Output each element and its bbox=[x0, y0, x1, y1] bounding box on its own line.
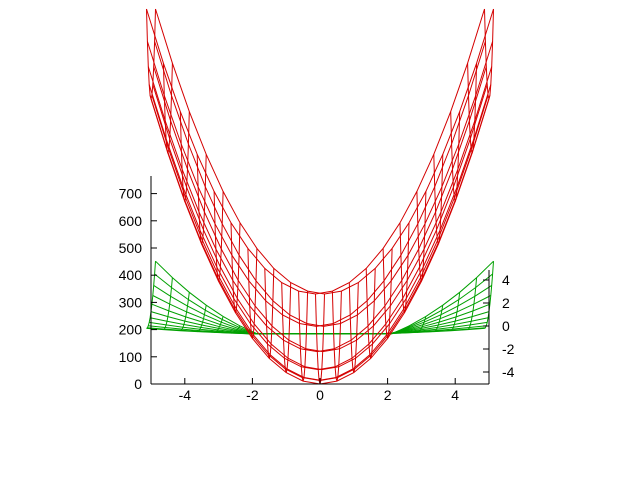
green-surface-mesh-line bbox=[197, 305, 207, 333]
red-surface-mesh-line bbox=[315, 293, 325, 385]
red-surface-mesh-line bbox=[467, 63, 478, 154]
z-tick-label: 600 bbox=[119, 213, 143, 229]
green-surface-mesh-line bbox=[180, 292, 190, 332]
red-surface-mesh-line bbox=[484, 8, 494, 100]
red-surface-mesh-line bbox=[450, 111, 461, 202]
z-tick-label: 0 bbox=[134, 376, 142, 392]
red-surface-mesh-line bbox=[146, 8, 485, 295]
y-tick-label: 2 bbox=[502, 295, 510, 311]
y-tick-label: -2 bbox=[502, 341, 515, 357]
red-surface-mesh-line bbox=[213, 191, 224, 282]
x-tick-label: 2 bbox=[384, 387, 392, 403]
z-tick-label: 300 bbox=[119, 294, 143, 310]
z-tick-label: 500 bbox=[119, 240, 143, 256]
red-surface-mesh-line bbox=[331, 291, 342, 382]
green-surface-mesh-line bbox=[433, 305, 444, 333]
red-surface-mesh-line bbox=[196, 154, 207, 245]
y-tick-label: -4 bbox=[502, 364, 515, 380]
red-surface-mesh-line bbox=[230, 222, 241, 313]
x-tick-label: 4 bbox=[451, 387, 459, 403]
y-tick-label: 4 bbox=[502, 272, 510, 288]
green-surface-mesh-line bbox=[416, 316, 427, 333]
red-surface-mesh-line bbox=[382, 248, 393, 339]
red-surface-mesh-line bbox=[264, 268, 275, 359]
green-surface-mesh-line bbox=[467, 277, 478, 331]
red-surface-mesh-line bbox=[416, 191, 427, 282]
y-axis-ticks: 4 2 0 -2 -4 bbox=[483, 272, 515, 380]
red-surface-mesh-line bbox=[281, 282, 292, 373]
z-tick-label: 400 bbox=[119, 267, 143, 283]
red-surface-mesh-line bbox=[399, 222, 410, 313]
z-tick-label: 200 bbox=[119, 322, 143, 338]
green-surface-mesh-line bbox=[230, 325, 241, 334]
red-surface-mesh-line bbox=[298, 291, 309, 382]
x-axis-ticks: -4 -2 0 2 4 bbox=[179, 378, 459, 403]
red-surface-mesh-line bbox=[365, 268, 376, 359]
x-tick-label: -4 bbox=[179, 387, 192, 403]
red-surface-mesh-line bbox=[348, 282, 359, 373]
x-tick-label: 0 bbox=[316, 387, 324, 403]
mesh-layer bbox=[146, 8, 494, 385]
z-tick-label: 100 bbox=[119, 349, 143, 365]
red-surface-mesh-line bbox=[162, 63, 173, 154]
red-surface-mesh-line bbox=[146, 8, 156, 100]
z-axis-ticks: 0 100 200 300 400 500 600 700 bbox=[119, 186, 157, 392]
y-tick-label: 0 bbox=[502, 318, 510, 334]
red-surface-mesh-line bbox=[155, 8, 494, 295]
x-tick-label: -2 bbox=[246, 387, 259, 403]
red-surface-mesh-line bbox=[433, 154, 444, 245]
green-surface-mesh-line bbox=[399, 325, 410, 334]
green-surface-mesh-line bbox=[450, 292, 461, 332]
red-surface-mesh-line bbox=[247, 248, 258, 339]
z-tick-label: 700 bbox=[119, 186, 143, 202]
red-surface-mesh-line bbox=[179, 111, 190, 202]
green-surface-mesh-line bbox=[214, 316, 224, 333]
green-surface-mesh-line bbox=[163, 277, 173, 331]
